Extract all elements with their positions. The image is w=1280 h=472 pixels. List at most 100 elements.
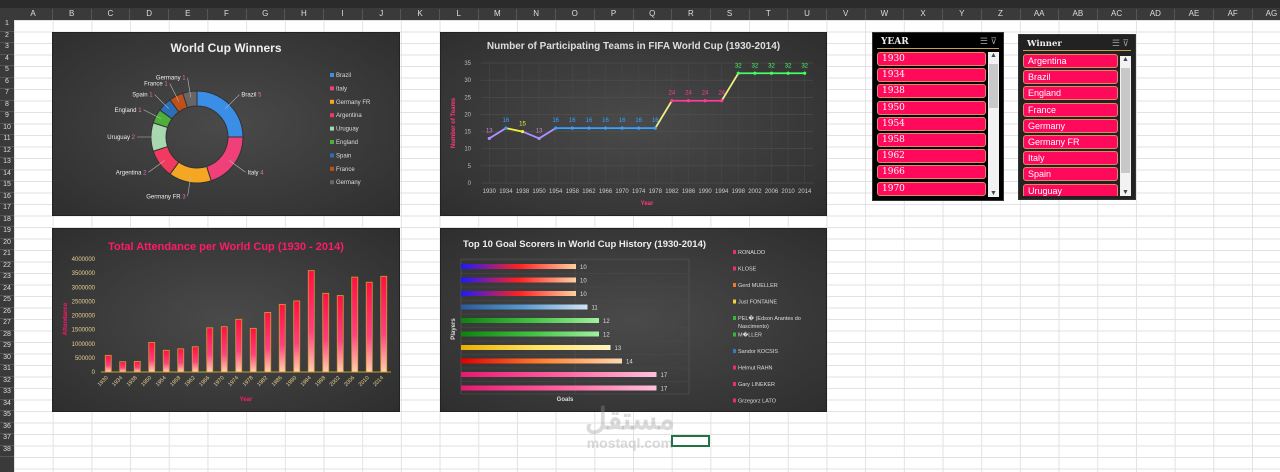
- column-header[interactable]: M: [478, 9, 518, 20]
- column-header[interactable]: K: [401, 9, 440, 20]
- slicer-item[interactable]: 1938: [877, 84, 986, 99]
- column-header[interactable]: H: [285, 9, 324, 20]
- slicer-item[interactable]: 1958: [877, 132, 986, 147]
- clear-filter-icon[interactable]: ⊽: [990, 36, 997, 46]
- column-header[interactable]: AB: [1059, 9, 1098, 20]
- slicer-item[interactable]: 1962: [877, 149, 986, 164]
- row-header[interactable]: 4: [0, 55, 14, 66]
- selected-cell[interactable]: [671, 435, 710, 447]
- scroll-down-icon[interactable]: ▼: [990, 190, 997, 197]
- winner-slicer[interactable]: Winner ☰ ⊽ Argentina Brazil England France G…: [1018, 34, 1136, 200]
- slicer-item[interactable]: 1950: [877, 100, 986, 115]
- row-header[interactable]: 24: [0, 285, 14, 296]
- row-header[interactable]: 15: [0, 181, 14, 193]
- column-header[interactable]: R: [672, 9, 711, 20]
- row-header[interactable]: 26: [0, 308, 14, 319]
- column-header[interactable]: C: [91, 9, 131, 20]
- column-header[interactable]: U: [788, 9, 827, 20]
- slicer-item[interactable]: England: [1023, 86, 1118, 101]
- row-header[interactable]: 31: [0, 365, 14, 377]
- row-header[interactable]: 33: [0, 388, 14, 400]
- column-header[interactable]: J: [362, 9, 402, 20]
- slicer-item[interactable]: 1930: [877, 52, 986, 66]
- scroll-up-icon[interactable]: ▲: [990, 52, 997, 59]
- column-header[interactable]: V: [827, 9, 866, 20]
- column-header[interactable]: AF: [1214, 9, 1253, 20]
- row-header[interactable]: 13: [0, 158, 14, 170]
- scroll-up-icon[interactable]: ▲: [1122, 56, 1129, 63]
- column-header[interactable]: Q: [633, 9, 673, 20]
- column-header[interactable]: E: [169, 9, 208, 20]
- row-header[interactable]: 37: [0, 434, 14, 446]
- row-header[interactable]: 11: [0, 135, 14, 147]
- row-header[interactable]: 34: [0, 400, 14, 411]
- column-header[interactable]: B: [53, 9, 92, 20]
- row-header[interactable]: 5: [0, 66, 14, 78]
- column-header[interactable]: P: [595, 9, 634, 20]
- column-header[interactable]: T: [749, 9, 789, 20]
- row-header[interactable]: 38: [0, 446, 14, 457]
- slicer-item[interactable]: 1954: [877, 116, 986, 131]
- row-header[interactable]: 19: [0, 227, 14, 239]
- column-header[interactable]: F: [208, 9, 247, 20]
- world-cup-winners-chart[interactable]: World Cup Winners Brazil 5 Italy 4 Germany…: [52, 32, 400, 216]
- column-header[interactable]: Z: [982, 9, 1021, 20]
- slicer-item[interactable]: 1970: [877, 181, 986, 196]
- column-header[interactable]: AE: [1175, 9, 1214, 20]
- column-header[interactable]: X: [904, 9, 944, 20]
- row-header[interactable]: 3: [0, 43, 14, 55]
- row-header[interactable]: 6: [0, 78, 14, 89]
- column-header[interactable]: W: [865, 9, 905, 20]
- row-header[interactable]: 12: [0, 147, 14, 158]
- column-header[interactable]: AA: [1020, 9, 1060, 20]
- column-header[interactable]: S: [711, 9, 750, 20]
- row-header[interactable]: 18: [0, 216, 14, 227]
- row-header[interactable]: 20: [0, 239, 14, 250]
- row-header[interactable]: 2: [0, 32, 14, 43]
- scroll-down-icon[interactable]: ▼: [1122, 189, 1129, 196]
- row-header[interactable]: 8: [0, 101, 14, 112]
- column-header[interactable]: O: [556, 9, 595, 20]
- scrollbar[interactable]: ▲ ▼: [988, 52, 999, 197]
- slicer-item[interactable]: Germany FR: [1023, 134, 1118, 149]
- slicer-item[interactable]: Uruguay: [1023, 183, 1118, 196]
- row-header[interactable]: 14: [0, 170, 14, 181]
- row-header[interactable]: 25: [0, 296, 14, 308]
- clear-filter-icon[interactable]: ⊽: [1122, 38, 1129, 48]
- column-header[interactable]: Y: [943, 9, 982, 20]
- column-header[interactable]: G: [246, 9, 286, 20]
- slicer-item[interactable]: Spain: [1023, 167, 1118, 182]
- slicer-item[interactable]: Italy: [1023, 151, 1118, 166]
- slicer-item[interactable]: Argentina: [1023, 54, 1118, 68]
- column-header[interactable]: A: [14, 9, 53, 20]
- row-header[interactable]: 22: [0, 262, 14, 273]
- column-header[interactable]: AC: [1098, 9, 1137, 20]
- slicer-item[interactable]: Brazil: [1023, 70, 1118, 85]
- row-header[interactable]: 35: [0, 411, 14, 423]
- row-header[interactable]: 29: [0, 342, 14, 354]
- top-scorers-chart[interactable]: Top 10 Goal Scorers in World Cup History…: [440, 228, 827, 412]
- row-header[interactable]: 9: [0, 112, 14, 124]
- column-header[interactable]: AG: [1252, 9, 1280, 20]
- column-header[interactable]: L: [440, 9, 479, 20]
- row-header[interactable]: 17: [0, 204, 14, 216]
- row-header[interactable]: 10: [0, 124, 14, 135]
- row-header[interactable]: 27: [0, 319, 14, 331]
- column-header[interactable]: N: [517, 9, 557, 20]
- slicer-item[interactable]: France: [1023, 102, 1118, 117]
- row-header[interactable]: 30: [0, 354, 14, 365]
- row-header[interactable]: 16: [0, 193, 14, 204]
- multi-select-icon[interactable]: ☰: [979, 36, 988, 46]
- row-header[interactable]: 21: [0, 250, 14, 262]
- multi-select-icon[interactable]: ☰: [1111, 38, 1120, 48]
- row-header[interactable]: 1: [0, 20, 14, 32]
- row-header[interactable]: 7: [0, 89, 14, 101]
- slicer-item[interactable]: 1966: [877, 165, 986, 180]
- slicer-item[interactable]: Germany: [1023, 118, 1118, 133]
- participating-teams-chart[interactable]: Number of Participating Teams in FIFA Wo…: [440, 32, 827, 216]
- row-header[interactable]: 32: [0, 377, 14, 388]
- scrollbar[interactable]: ▲ ▼: [1120, 56, 1131, 196]
- column-header[interactable]: AD: [1136, 9, 1176, 20]
- attendance-chart[interactable]: Total Attendance per World Cup (1930 - 2…: [52, 228, 400, 412]
- slicer-item[interactable]: 1934: [877, 68, 986, 83]
